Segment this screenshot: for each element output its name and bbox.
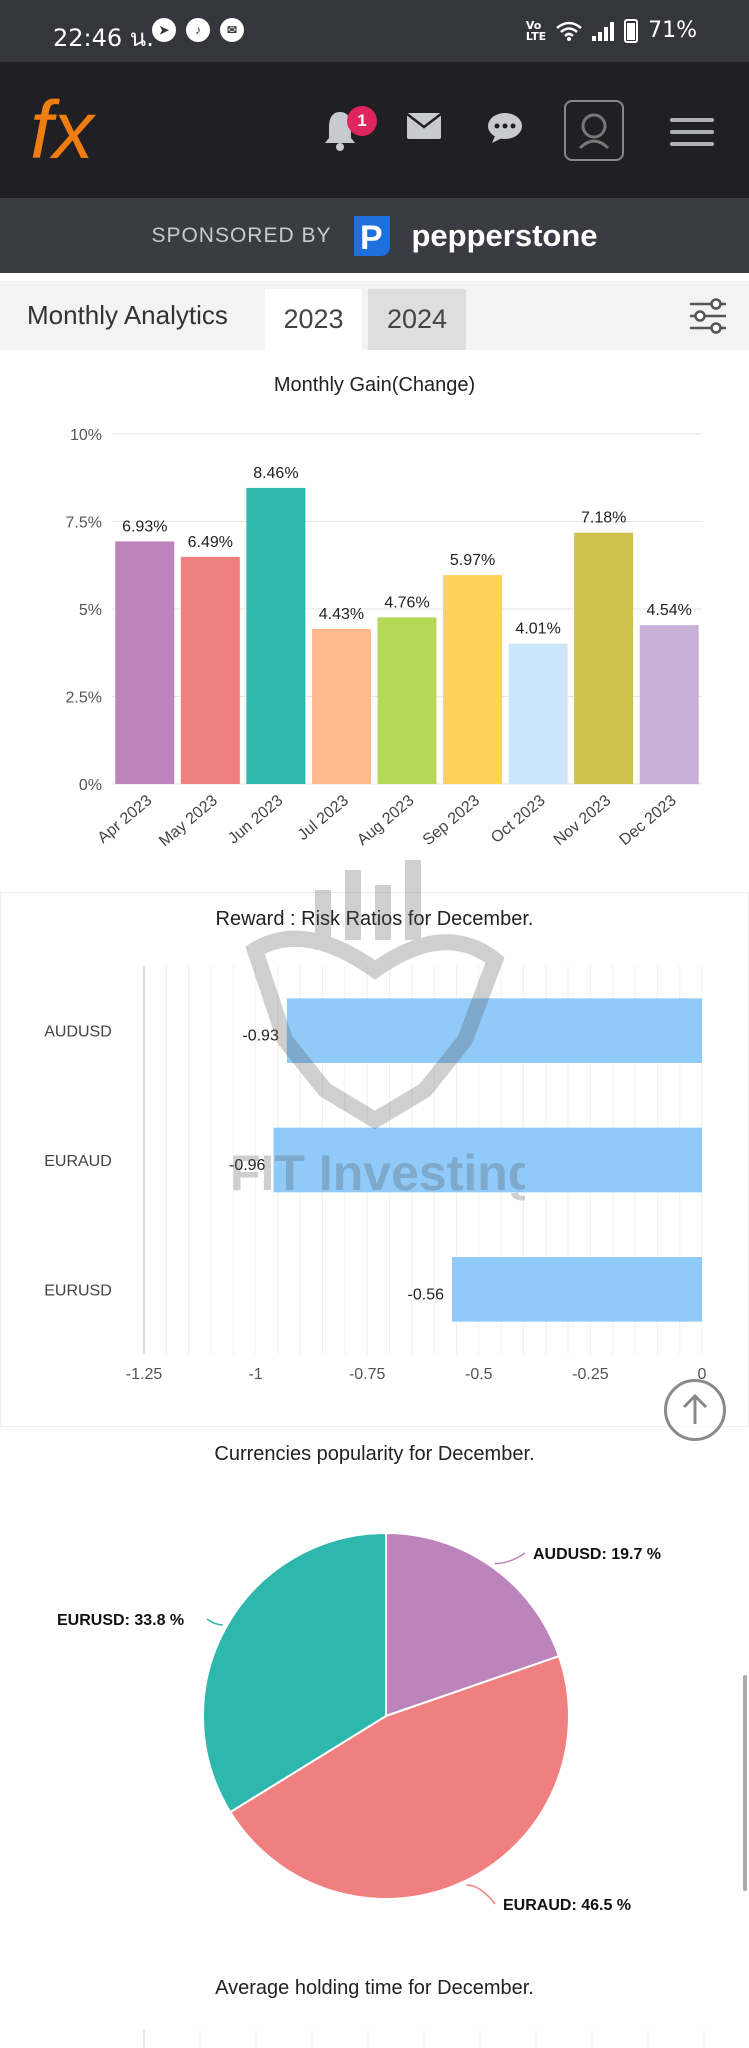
signal-icon [592,21,615,41]
bar [443,575,503,784]
bar-value-label: 4.76% [384,594,429,611]
bar [115,541,175,784]
mail-icon[interactable] [406,112,442,140]
bar [377,617,437,784]
analytics-tab-bar: Monthly Analytics 2023 2024 [0,281,749,350]
battery-icon [624,18,639,43]
x-tick-label: Aug 2023 [354,792,417,849]
monthly-gain-bar-chart: 0% 2.5% 5% 7.5% 10% 6.93% Apr 2023 6.49% May 202… [66,427,702,850]
y-tick-label: 2.5% [66,690,102,707]
pie-slice-label: AUDUSD: 19.7 % [533,1546,661,1563]
x-tick-label: Apr 2023 [95,792,156,847]
y-tick-label: 7.5% [66,515,102,532]
x-tick-label: -1.25 [126,1366,163,1383]
popularity-chart-title: Currencies popularity for December. [214,1443,535,1465]
pie-leader-line [466,1884,496,1905]
bar-value-label: 4.01% [515,621,560,638]
bar-value-label: 8.46% [253,465,298,482]
x-tick-label: Dec 2023 [616,792,679,849]
line-icon: ✉ [220,18,244,42]
monthly-gain-chart-title: Monthly Gain(Change) [273,374,476,396]
bar-value-label: -0.93 [242,1028,279,1045]
bar-value-label: 6.93% [122,518,167,535]
app-header [0,62,749,198]
bar [286,998,702,1063]
sponsor-banner[interactable]: SPONSORED BY P pepperstone [0,198,749,273]
y-tick-label: EURAUD [44,1153,112,1170]
pie-leader-line [494,1552,526,1565]
chat-icon[interactable] [487,112,523,144]
bar-value-label: 5.97% [450,552,495,569]
bar [180,556,240,784]
y-tick-label: EURUSD [44,1282,112,1299]
x-tick-label: Jun 2023 [225,792,286,847]
holding-time-chart-title: Average holding time for December. [215,1977,534,1999]
svg-text:fx: fx [30,85,97,176]
profile-avatar-button[interactable] [564,100,624,161]
volte-icon: Vo LTE [525,18,547,43]
fx-logo[interactable]: fx [30,80,120,180]
risk-ratio-bar-chart: -1.25 -1 -0.75 -0.5 -0.25 0 AUDUSD -0.93 EURAUD -… [44,966,707,1383]
status-time: 22:46 น. [53,24,154,52]
bar-value-label: -0.96 [229,1157,266,1174]
sponsor-brand: pepperstone [411,217,598,253]
monthly-analytics-title: Monthly Analytics [27,300,228,330]
x-tick-label: Nov 2023 [551,792,614,849]
x-tick-label: May 2023 [156,792,221,850]
x-tick-label: -0.5 [465,1366,493,1383]
holding-time-chart [143,2030,705,2048]
arrow-up-icon [682,1393,708,1424]
bar [508,643,568,784]
status-bar: 22:46 น. ➤ ♪ ✉ Vo LTE 71% [0,0,749,62]
bar-value-label: 4.54% [647,602,692,619]
status-app-icons: ➤ ♪ ✉ [152,18,244,42]
y-tick-label: 0% [79,777,102,794]
bar [273,1127,702,1193]
pie-slice [202,1531,387,1814]
sponsor-label: SPONSORED BY [151,223,332,247]
risk-chart-title: Reward : Risk Ratios for December. [215,908,534,930]
pepperstone-logo-icon: P [353,215,390,257]
pie-leader-line [206,1618,223,1626]
bar-value-label: 7.18% [581,510,626,527]
battery-percent: 71% [648,18,697,43]
tab-2024[interactable]: 2024 [368,289,466,350]
x-tick-label: Oct 2023 [488,792,549,847]
bar-value-label: 4.43% [319,606,364,623]
bar [574,532,634,784]
x-tick-label: Sep 2023 [420,792,483,849]
pie-slice-label: EURUSD: 33.8 % [57,1612,184,1629]
x-tick-label: Jul 2023 [295,792,352,844]
compass-icon: ➤ [152,18,176,42]
bar-value-label: 6.49% [188,534,233,551]
filter-settings-icon[interactable] [688,298,728,334]
notification-badge: 1 [347,106,377,136]
bar [311,628,371,784]
x-tick-label: 0 [698,1366,707,1383]
hamburger-menu-icon[interactable] [670,118,714,148]
currency-popularity-pie-chart: AUDUSD: 19.7 % EURAUD: 46.5 % EURUSD: 33.8… [57,1531,661,1914]
pie-slice [228,1654,570,1900]
status-indicators: Vo LTE 71% [526,18,697,43]
avatar-icon [578,113,610,150]
page-scrollbar[interactable] [743,1675,747,1891]
bar [246,487,306,784]
x-tick-label: -0.25 [572,1366,609,1383]
y-tick-label: 10% [70,427,102,444]
bar [452,1257,702,1322]
bar-value-label: -0.56 [408,1286,445,1303]
y-tick-label: 5% [79,602,102,619]
x-tick-label: -0.75 [349,1366,386,1383]
bar [639,625,699,784]
wifi-icon [556,21,582,41]
y-tick-label: AUDUSD [44,1024,112,1041]
pie-slice-label: EURAUD: 46.5 % [503,1897,631,1914]
tiktok-icon: ♪ [186,18,210,42]
x-tick-label: -1 [248,1366,262,1383]
scroll-to-top-button[interactable] [664,1379,726,1441]
tab-2023[interactable]: 2023 [265,289,362,350]
svg-text:P: P [360,219,383,257]
